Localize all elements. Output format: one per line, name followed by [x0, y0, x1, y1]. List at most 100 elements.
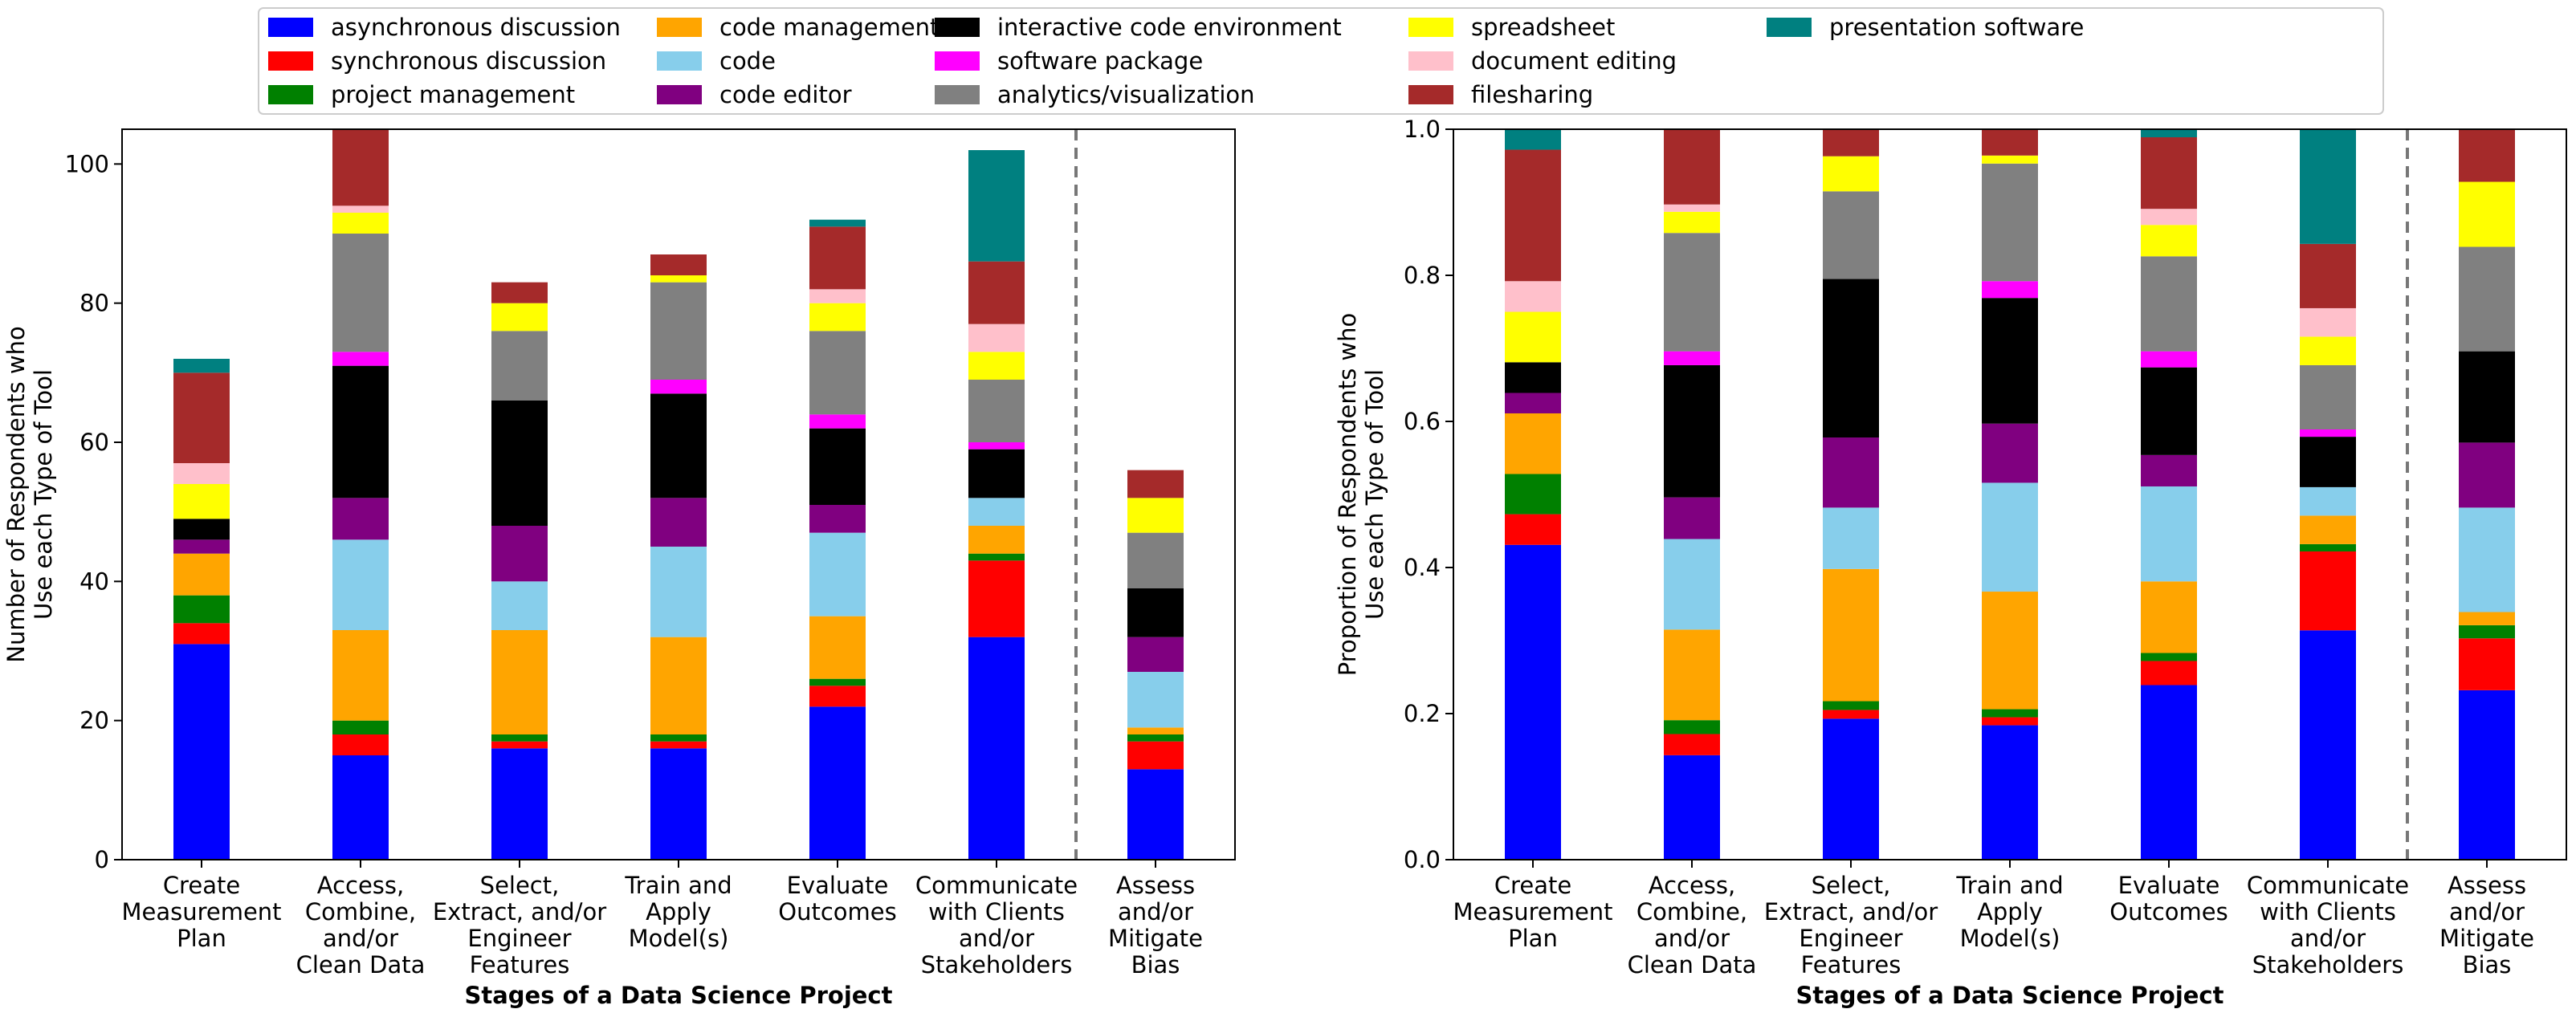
bar-presentation-software-0 [1505, 129, 1561, 150]
bar-asynchronous-discussion-6 [1127, 769, 1184, 860]
x-tick-label: Mitigate [1108, 925, 1203, 952]
x-tick-label: Measurement [121, 898, 281, 926]
bar-analytics-visualization-3 [650, 282, 707, 380]
bar-analytics-visualization-2 [1823, 191, 1879, 279]
bar-spreadsheet-1 [332, 213, 389, 234]
bar-synchronous-discussion-0 [173, 623, 230, 645]
x-tick-label: and/or [959, 925, 1034, 952]
legend-swatch-4 [657, 51, 702, 71]
bar-code-management-0 [1505, 413, 1561, 474]
bar-code-3 [1982, 482, 2038, 592]
bar-synchronous-discussion-1 [1664, 734, 1720, 755]
x-tick-label: Bias [1131, 951, 1180, 978]
x-tick-label: Apply [1977, 898, 2043, 926]
x-tick-label: and/or [2449, 898, 2525, 926]
legend-label-8: analytics/visualization [997, 81, 1255, 108]
x-tick-label: with Clients [2260, 898, 2396, 926]
bar-code-management-1 [332, 630, 389, 721]
x-tick-label: Select, [1812, 872, 1891, 899]
x-tick-label: Model(s) [1960, 925, 2060, 952]
bar-code-management-4 [809, 616, 866, 679]
legend-label-1: synchronous discussion [331, 47, 606, 75]
x-tick-label: Stakeholders [2252, 951, 2404, 978]
bar-document-editing-4 [2141, 209, 2197, 226]
bars [1505, 129, 2515, 860]
bar-analytics-visualization-2 [491, 331, 548, 401]
x-tick-label: Evaluate [2118, 872, 2220, 899]
bar-spreadsheet-2 [491, 303, 548, 332]
bar-software-package-3 [1982, 281, 2038, 299]
x-tick-label: Engineer [1799, 925, 1902, 952]
bar-document-editing-1 [1664, 204, 1720, 212]
bar-analytics-visualization-6 [1127, 532, 1184, 588]
bar-asynchronous-discussion-0 [173, 644, 230, 860]
x-tick-label: Create [163, 872, 240, 899]
bar-software-package-3 [650, 380, 707, 394]
legend-label-10: document editing [1471, 47, 1677, 75]
x-tick-label: Assess [2448, 872, 2526, 899]
x-tick-label: Extract, and/or [1764, 898, 1938, 926]
y-tick-label: 0.2 [1404, 700, 1441, 727]
bar-project-management-2 [491, 734, 548, 742]
bar-code-4 [2141, 486, 2197, 582]
bar-interactive-code-environment-2 [1823, 279, 1879, 438]
bar-project-management-5 [968, 553, 1025, 561]
y-tick-label: 1.0 [1404, 116, 1441, 143]
bar-asynchronous-discussion-1 [332, 755, 389, 860]
bar-interactive-code-environment-4 [2141, 367, 2197, 455]
y-tick-label: 0.0 [1404, 846, 1441, 873]
y-axis-label: Number of Respondents who [2, 326, 30, 662]
bar-project-management-1 [1664, 720, 1720, 734]
bar-project-management-4 [809, 678, 866, 686]
legend-label-2: project management [331, 81, 575, 108]
bar-presentation-software-4 [809, 219, 866, 227]
legend-swatch-10 [1408, 51, 1453, 71]
x-tick-label: Plan [1508, 925, 1558, 952]
x-tick-label: Communicate [2247, 872, 2409, 899]
bar-code-management-6 [2459, 612, 2515, 625]
x-tick-label: Stakeholders [921, 951, 1073, 978]
bar-project-management-4 [2141, 653, 2197, 661]
bar-code-6 [2459, 507, 2515, 612]
bar-interactive-code-environment-6 [2459, 351, 2515, 443]
bar-synchronous-discussion-4 [2141, 661, 2197, 686]
bar-document-editing-4 [809, 289, 866, 303]
bar-spreadsheet-2 [1823, 156, 1879, 192]
x-tick-label: and/or [2290, 925, 2366, 952]
bar-interactive-code-environment-5 [2300, 437, 2356, 487]
x-tick-label: Access, [1649, 872, 1736, 899]
x-tick-label: Apply [646, 898, 711, 926]
bar-synchronous-discussion-1 [332, 734, 389, 755]
x-tick-label: and/or [1654, 925, 1730, 952]
x-tick-label: Engineer [467, 925, 571, 952]
legend-swatch-8 [935, 85, 980, 104]
bar-code-editor-6 [2459, 442, 2515, 508]
y-tick-label: 0.6 [1404, 408, 1441, 435]
y-tick-label: 20 [79, 707, 109, 734]
x-tick-label: Select, [480, 872, 560, 899]
bar-interactive-code-environment-6 [1127, 588, 1184, 637]
x-tick-label: Measurement [1453, 898, 1612, 926]
bar-interactive-code-environment-5 [968, 449, 1025, 498]
y-tick-label: 60 [79, 429, 109, 456]
x-tick-label: Assess [1116, 872, 1195, 899]
y-axis-label: Use each Type of Tool [30, 369, 57, 620]
bar-asynchronous-discussion-4 [809, 706, 866, 860]
bar-spreadsheet-4 [809, 303, 866, 332]
bar-filesharing-6 [2459, 129, 2515, 182]
y-axis-label: Use each Type of Tool [1361, 369, 1388, 620]
bar-code-management-1 [1664, 629, 1720, 721]
y-tick-label: 100 [65, 150, 109, 177]
bar-code-editor-6 [1127, 637, 1184, 672]
bar-asynchronous-discussion-5 [2300, 630, 2356, 860]
bar-interactive-code-environment-0 [1505, 362, 1561, 393]
bar-analytics-visualization-3 [1982, 163, 2038, 282]
bar-interactive-code-environment-4 [809, 428, 866, 505]
x-tick-label: Bias [2463, 951, 2512, 978]
x-tick-label: Clean Data [1628, 951, 1757, 978]
bar-presentation-software-0 [173, 359, 230, 373]
legend-swatch-1 [268, 51, 313, 71]
bar-synchronous-discussion-6 [1127, 741, 1184, 770]
bar-interactive-code-environment-3 [650, 393, 707, 498]
bar-project-management-0 [173, 595, 230, 624]
